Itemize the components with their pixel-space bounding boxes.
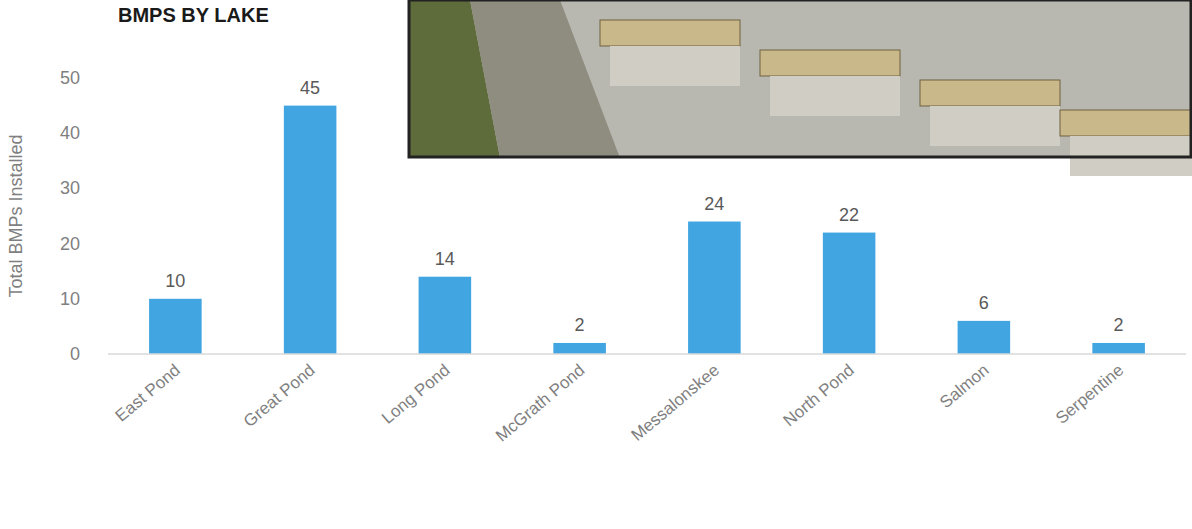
x-tick-label: Long Pond — [378, 361, 453, 428]
data-label: 10 — [165, 271, 185, 291]
data-label: 2 — [1114, 315, 1124, 335]
tick-mark — [104, 354, 108, 355]
x-tick-label: Great Pond — [240, 361, 319, 431]
chart: BMPS BY LAKE Total BMPs Installed 0 10 20 30 4… — [0, 0, 1192, 529]
tick-mark — [104, 188, 108, 189]
photo-timber — [600, 20, 740, 46]
photo-gravel — [470, 0, 620, 158]
x-tick-label: Serpentine — [1052, 361, 1127, 428]
photo-timber — [920, 80, 1060, 106]
photo-timber — [1060, 110, 1192, 136]
tick-mark — [104, 243, 108, 244]
data-label: 45 — [300, 78, 320, 98]
data-label: 22 — [839, 205, 859, 225]
data-label: 6 — [979, 293, 989, 313]
photo-gravel-step — [610, 46, 740, 86]
data-label: 2 — [575, 315, 585, 335]
y-axis-title: Total BMPs Installed — [6, 134, 26, 297]
y-tick-label: 20 — [60, 234, 80, 254]
x-tick-label: Messalonskee — [627, 361, 722, 445]
bar — [553, 343, 606, 354]
y-tick-label: 10 — [60, 289, 80, 309]
photo-gravel-step — [770, 76, 900, 116]
bar — [958, 321, 1011, 354]
y-tick-label: 30 — [60, 178, 80, 198]
y-tick-label: 0 — [70, 344, 80, 364]
x-tick-label: East Pond — [112, 361, 184, 426]
x-axis-line — [108, 353, 1186, 355]
title: BMPS BY LAKE — [118, 4, 269, 26]
data-label: 14 — [435, 249, 455, 269]
bars — [149, 106, 1145, 354]
bar — [149, 299, 202, 354]
tick-mark — [104, 78, 108, 79]
photo-border — [409, 0, 1191, 157]
tick-mark — [104, 133, 108, 134]
x-tick-label: McGrath Pond — [492, 361, 588, 446]
x-tick-label: Salmon — [936, 361, 992, 413]
y-tick-label: 50 — [60, 68, 80, 88]
bar — [1092, 343, 1145, 354]
y-tick-label: 40 — [60, 123, 80, 143]
bar — [688, 222, 741, 354]
photo-inset — [408, 0, 1192, 176]
photo-gravel-step — [930, 106, 1060, 146]
photo-timber — [760, 50, 900, 76]
bar — [419, 277, 472, 354]
data-label: 24 — [704, 194, 724, 214]
bar — [284, 106, 337, 354]
bar — [823, 233, 876, 354]
x-tick-label: North Pond — [780, 361, 858, 431]
tick-mark — [104, 298, 108, 299]
